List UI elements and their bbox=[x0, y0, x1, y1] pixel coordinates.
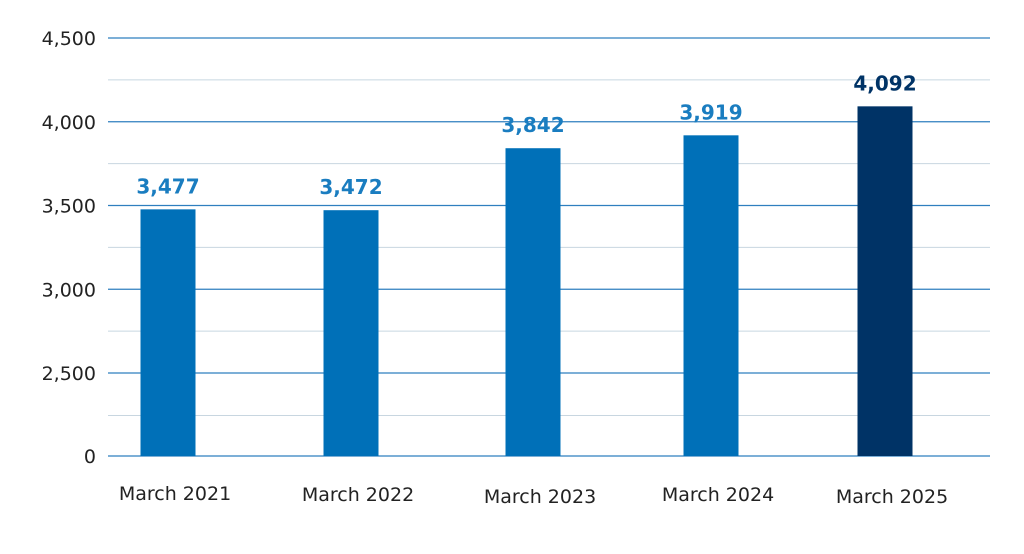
bar bbox=[683, 135, 739, 456]
y-tick-label: 2,500 bbox=[42, 363, 96, 385]
y-tick-label: 3,500 bbox=[42, 196, 96, 218]
bar bbox=[140, 209, 196, 456]
x-tick-label: March 2023 bbox=[484, 486, 596, 508]
data-label: 3,477 bbox=[136, 174, 199, 198]
data-label: 3,472 bbox=[319, 175, 382, 199]
y-axis: 0 2,500 3,000 3,500 4,000 4,500 bbox=[42, 28, 96, 468]
x-axis: March 2021 March 2022 March 2023 March 2024… bbox=[119, 483, 948, 508]
data-label: 3,842 bbox=[501, 113, 564, 137]
y-tick-label: 4,500 bbox=[42, 28, 96, 50]
data-labels: 3,477 3,472 3,842 3,919 4,092 bbox=[136, 71, 916, 199]
x-tick-label: March 2024 bbox=[662, 484, 774, 506]
x-tick-label: March 2025 bbox=[836, 486, 948, 508]
data-label: 4,092 bbox=[853, 71, 916, 95]
bar bbox=[323, 210, 379, 456]
bar bbox=[857, 106, 913, 456]
data-label: 3,919 bbox=[679, 100, 742, 124]
y-tick-label: 3,000 bbox=[42, 279, 96, 301]
y-tick-label: 4,000 bbox=[42, 112, 96, 134]
x-tick-label: March 2022 bbox=[302, 484, 414, 506]
bar bbox=[505, 148, 561, 456]
bars bbox=[140, 106, 913, 456]
x-tick-label: March 2021 bbox=[119, 483, 231, 505]
y-tick-label: 0 bbox=[84, 446, 96, 468]
